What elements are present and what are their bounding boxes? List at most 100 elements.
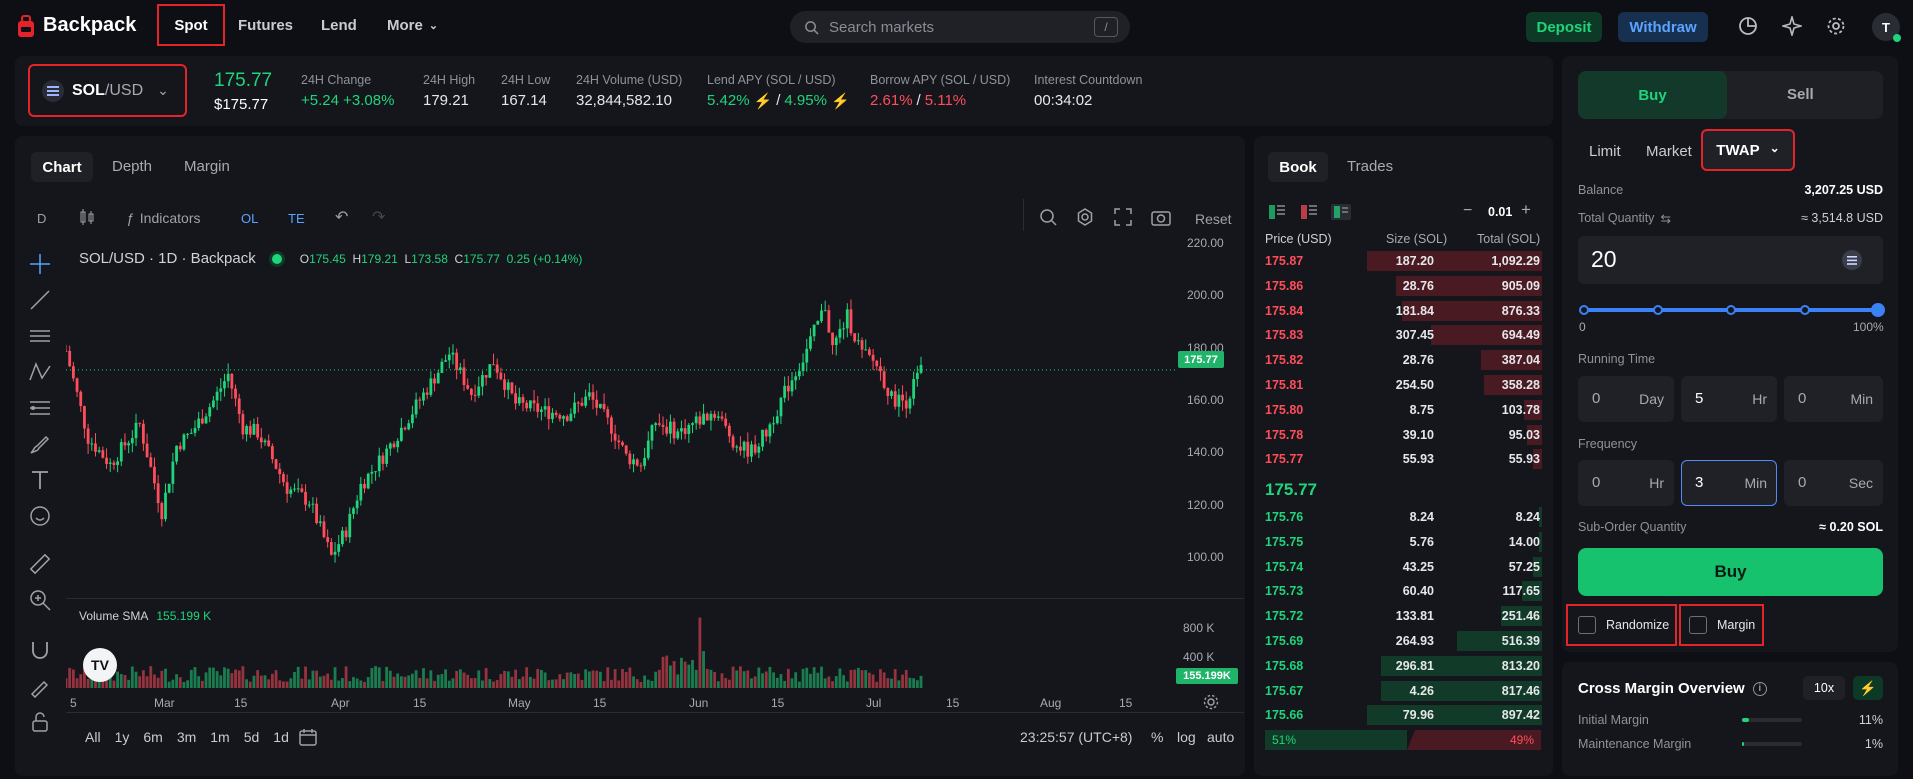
tab-chart[interactable]: Chart	[31, 152, 93, 182]
chart-area[interactable]	[66, 248, 1244, 728]
book-asks-icon[interactable]	[1299, 204, 1319, 220]
range-6m[interactable]: 6m	[143, 729, 163, 745]
indicators-button[interactable]: ƒ Indicators	[126, 210, 201, 226]
trend-line-icon[interactable]	[28, 288, 52, 312]
range-1y[interactable]: 1y	[114, 729, 130, 745]
book-both-icon[interactable]	[1267, 204, 1287, 220]
reset-button[interactable]: Reset	[1195, 211, 1232, 227]
order-type-market[interactable]: Market	[1646, 143, 1692, 160]
slider-handle[interactable]	[1871, 303, 1885, 317]
tradingview-icon[interactable]: TV	[83, 648, 117, 682]
magnet-icon[interactable]	[28, 638, 52, 662]
bid-row[interactable]: 175.76 8.24 8.24	[1262, 505, 1554, 529]
brand-logo[interactable]: Backpack	[18, 14, 136, 37]
sparkle-icon[interactable]	[1782, 16, 1802, 36]
order-type-twap[interactable]: TWAP ⌄	[1701, 129, 1795, 171]
slider-step[interactable]	[1579, 305, 1589, 315]
quantity-input[interactable]	[1578, 236, 1883, 284]
order-type-limit[interactable]: Limit	[1589, 143, 1621, 160]
range-5d[interactable]: 5d	[243, 729, 260, 745]
axis-settings-icon[interactable]	[1203, 694, 1219, 710]
te-toggle[interactable]: TE	[288, 211, 305, 226]
freq-hours-field[interactable]: 0 Hr	[1578, 460, 1674, 506]
slider-step[interactable]	[1652, 305, 1663, 315]
margin-checkbox[interactable]: Margin	[1679, 604, 1764, 646]
ask-row[interactable]: 175.86 28.76 905.09	[1262, 274, 1554, 298]
bid-row[interactable]: 175.75 5.76 14.00	[1262, 530, 1554, 554]
tab-trades[interactable]: Trades	[1347, 158, 1394, 175]
run-days-field[interactable]: 0 Day	[1578, 376, 1674, 422]
bolt-icon[interactable]: ⚡	[1853, 676, 1883, 700]
market-selector[interactable]: SOL/USD ⌄	[28, 64, 187, 117]
tab-depth[interactable]: Depth	[112, 158, 153, 175]
camera-icon[interactable]	[1151, 208, 1171, 226]
candle-type-icon[interactable]	[78, 207, 96, 227]
settings-icon[interactable]	[1076, 208, 1094, 226]
brush-icon[interactable]	[28, 432, 52, 456]
ask-row[interactable]: 175.77 55.93 55.93	[1262, 447, 1554, 471]
calendar-icon[interactable]	[298, 727, 318, 747]
bid-row[interactable]: 175.67 4.26 817.46	[1262, 679, 1554, 703]
bid-row[interactable]: 175.74 43.25 57.25	[1262, 555, 1554, 579]
buy-tab[interactable]: Buy	[1578, 71, 1727, 119]
auto-toggle[interactable]: auto	[1207, 729, 1235, 745]
bid-row[interactable]: 175.66 79.96 897.42	[1262, 703, 1554, 727]
pie-chart-icon[interactable]	[1738, 16, 1758, 36]
ask-row[interactable]: 175.87 187.20 1,092.29	[1262, 249, 1554, 273]
text-icon[interactable]	[28, 468, 52, 492]
ask-row[interactable]: 175.82 28.76 387.04	[1262, 348, 1554, 372]
run-minutes-field[interactable]: 0 Min	[1784, 376, 1883, 422]
submit-buy-button[interactable]: Buy	[1578, 548, 1883, 596]
minus-icon[interactable]: −	[1463, 202, 1473, 219]
bid-row[interactable]: 175.72 133.81 251.46	[1262, 604, 1554, 628]
randomize-checkbox[interactable]: Randomize	[1566, 604, 1677, 646]
ask-row[interactable]: 175.78 39.10 95.03	[1262, 423, 1554, 447]
pattern-icon[interactable]	[28, 360, 52, 384]
run-hours-field[interactable]: 5 Hr	[1681, 376, 1777, 422]
slider-step[interactable]	[1799, 305, 1810, 315]
zoom-search-icon[interactable]	[1039, 208, 1057, 226]
ol-toggle[interactable]: OL	[241, 211, 259, 226]
search-input[interactable]: Search markets /	[790, 11, 1130, 43]
nav-lend[interactable]: Lend	[321, 17, 357, 34]
interval-selector[interactable]: D	[37, 211, 47, 226]
fullscreen-icon[interactable]	[1114, 208, 1132, 226]
lock-icon[interactable]	[28, 710, 52, 734]
bid-row[interactable]: 175.68 296.81 813.20	[1262, 654, 1554, 678]
withdraw-button[interactable]: Withdraw	[1618, 12, 1708, 42]
tab-margin[interactable]: Margin	[184, 158, 230, 175]
deposit-button[interactable]: Deposit	[1526, 12, 1602, 42]
info-icon[interactable]: i	[1752, 681, 1767, 696]
slider-step[interactable]	[1726, 305, 1736, 315]
bid-row[interactable]: 175.73 60.40 117.65	[1262, 579, 1554, 603]
percent-toggle[interactable]: %	[1151, 729, 1164, 745]
ask-row[interactable]: 175.83 307.45 694.49	[1262, 323, 1554, 347]
undo-icon[interactable]: ↶	[335, 209, 349, 226]
bid-row[interactable]: 175.69 264.93 516.39	[1262, 629, 1554, 653]
range-1m[interactable]: 1m	[210, 729, 230, 745]
tab-book[interactable]: Book	[1268, 152, 1328, 182]
nav-more[interactable]: More ⌄	[387, 17, 438, 34]
horizontal-lines-icon[interactable]	[28, 324, 52, 348]
emoji-icon[interactable]	[28, 504, 52, 528]
ask-row[interactable]: 175.80 8.75 103.78	[1262, 398, 1554, 422]
ask-row[interactable]: 175.84 181.84 876.33	[1262, 299, 1554, 323]
book-bids-icon[interactable]	[1331, 204, 1351, 220]
swap-icon[interactable]: ⇆	[1660, 212, 1671, 226]
ruler-icon[interactable]	[28, 552, 52, 576]
zoom-in-icon[interactable]	[28, 588, 52, 612]
range-1d[interactable]: 1d	[273, 729, 289, 745]
freq-seconds-field[interactable]: 0 Sec	[1784, 460, 1883, 506]
gear-icon[interactable]	[1826, 16, 1846, 36]
log-toggle[interactable]: log	[1177, 729, 1196, 745]
ask-row[interactable]: 175.81 254.50 358.28	[1262, 373, 1554, 397]
sell-tab[interactable]: Sell	[1787, 86, 1814, 103]
range-all[interactable]: All	[85, 729, 101, 745]
plus-icon[interactable]: +	[1521, 200, 1531, 219]
nav-futures[interactable]: Futures	[238, 17, 294, 34]
nav-spot[interactable]: Spot	[157, 4, 225, 46]
redo-icon[interactable]: ↷	[372, 209, 386, 226]
fib-icon[interactable]	[28, 396, 52, 420]
freq-minutes-field[interactable]: 3 Min	[1681, 460, 1777, 506]
range-3m[interactable]: 3m	[176, 729, 197, 745]
